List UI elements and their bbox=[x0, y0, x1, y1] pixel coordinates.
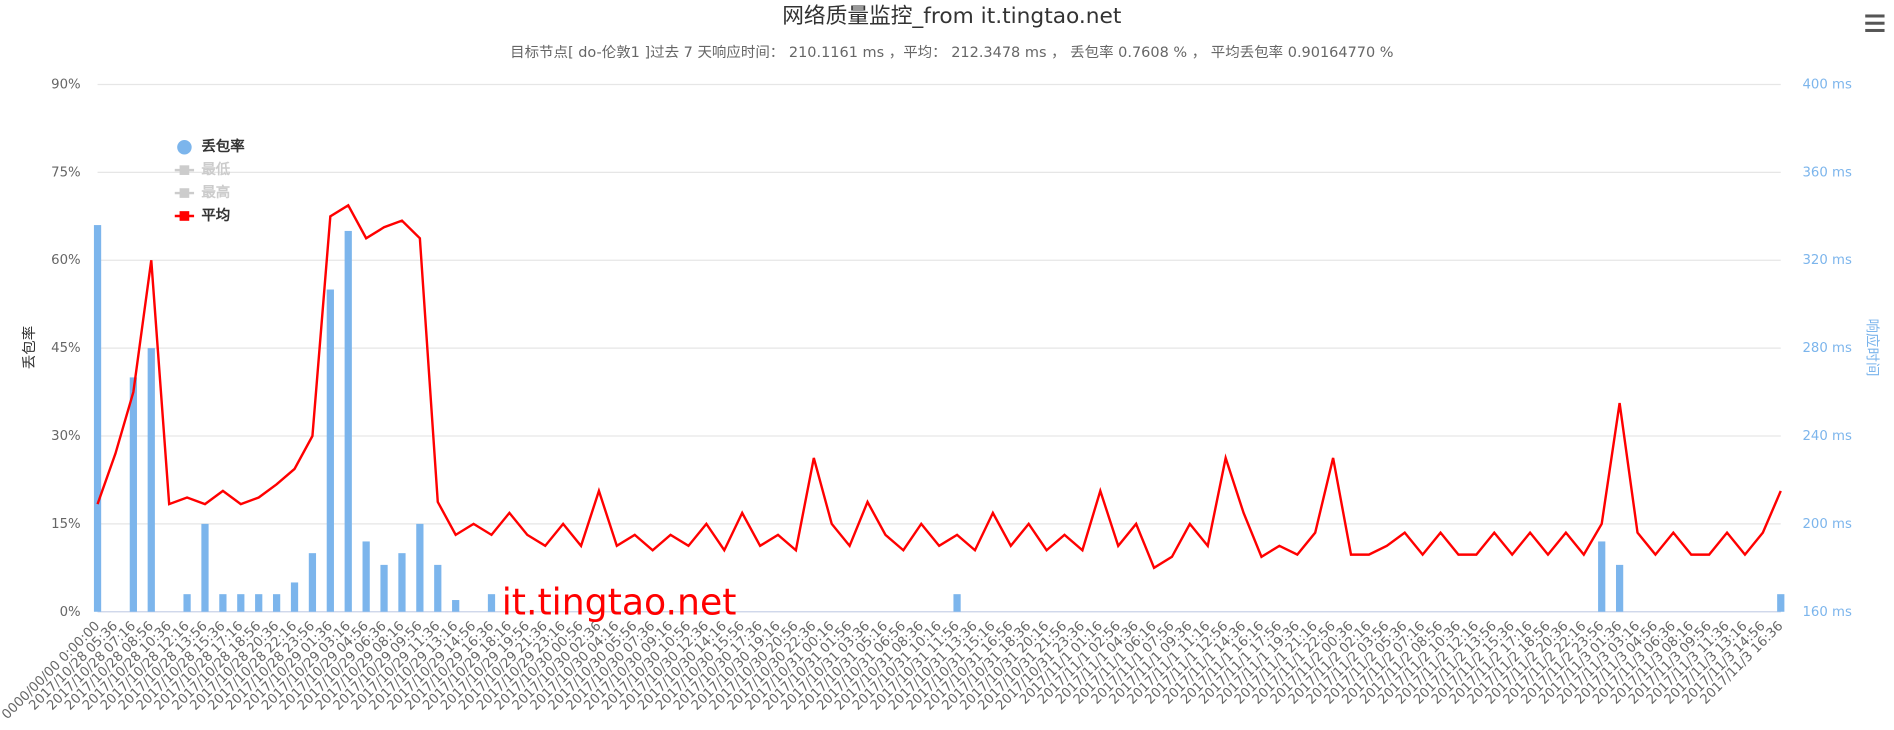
legend-symbol bbox=[179, 165, 190, 175]
bar bbox=[344, 230, 352, 612]
menu-bar[interactable] bbox=[1865, 28, 1885, 32]
legend-label: 平均 bbox=[201, 206, 230, 224]
bar bbox=[255, 594, 263, 612]
legend-symbol bbox=[179, 188, 190, 198]
bar bbox=[237, 594, 245, 612]
bar bbox=[129, 377, 137, 612]
bar bbox=[183, 594, 191, 612]
y2-tick-label: 280 ms bbox=[1802, 341, 1851, 356]
y-tick-label: 30% bbox=[51, 429, 81, 444]
y-axis-title: 丢包率 bbox=[21, 326, 38, 369]
bar bbox=[272, 594, 281, 612]
chart-subtitle: 目标节点[ do-伦敦1 ]过去 7 天响应时间： 210.1161 ms ，平… bbox=[510, 43, 1393, 61]
y2-tick-label: 160 ms bbox=[1802, 605, 1851, 620]
bar bbox=[1777, 594, 1785, 612]
bar bbox=[487, 594, 496, 612]
bar bbox=[1598, 541, 1606, 612]
legend-label: 最高 bbox=[201, 183, 230, 201]
y2-tick-label: 360 ms bbox=[1802, 165, 1851, 180]
legend-label: 丢包率 bbox=[201, 137, 245, 155]
bar bbox=[147, 348, 155, 612]
legend-label: 最低 bbox=[201, 160, 230, 178]
bar bbox=[380, 564, 388, 612]
bar bbox=[434, 564, 442, 612]
legend-item[interactable]: 丢包率 bbox=[177, 137, 245, 155]
menu-bar[interactable] bbox=[1865, 14, 1885, 18]
bar bbox=[416, 523, 424, 612]
bar bbox=[326, 289, 334, 612]
bar bbox=[953, 594, 961, 612]
y2-tick-label: 200 ms bbox=[1802, 517, 1851, 532]
y2-tick-label: 400 ms bbox=[1802, 77, 1851, 92]
legend-item[interactable]: 最高 bbox=[174, 183, 230, 201]
bar bbox=[1615, 564, 1624, 612]
legend-item[interactable]: 平均 bbox=[174, 206, 230, 224]
y2-tick-label: 320 ms bbox=[1802, 253, 1851, 268]
legend-item[interactable]: 最低 bbox=[174, 160, 231, 178]
bar bbox=[308, 553, 317, 612]
menu-button[interactable] bbox=[1865, 14, 1885, 32]
bar bbox=[452, 600, 460, 612]
menu-bar[interactable] bbox=[1865, 21, 1885, 25]
y-tick-label: 15% bbox=[51, 517, 81, 532]
y-tick-label: 0% bbox=[60, 605, 81, 620]
y-tick-label: 75% bbox=[51, 165, 81, 180]
bar bbox=[201, 523, 209, 612]
y-tick-label: 60% bbox=[51, 253, 81, 268]
y-tick-label: 45% bbox=[51, 341, 81, 356]
bar bbox=[290, 582, 299, 612]
legend-symbol bbox=[179, 211, 190, 221]
y2-axis-title: 响应时间 bbox=[1863, 319, 1881, 377]
legend-symbol bbox=[177, 139, 192, 155]
chart-title: 网络质量监控_from it.tingtao.net bbox=[782, 4, 1121, 29]
bar bbox=[93, 225, 102, 612]
watermark: it.tingtao.net bbox=[502, 581, 737, 624]
y-tick-label: 90% bbox=[51, 77, 81, 92]
bar bbox=[219, 594, 227, 612]
y2-tick-label: 240 ms bbox=[1802, 429, 1851, 444]
bar bbox=[398, 553, 406, 612]
line bbox=[96, 203, 1782, 570]
bar bbox=[362, 541, 370, 612]
